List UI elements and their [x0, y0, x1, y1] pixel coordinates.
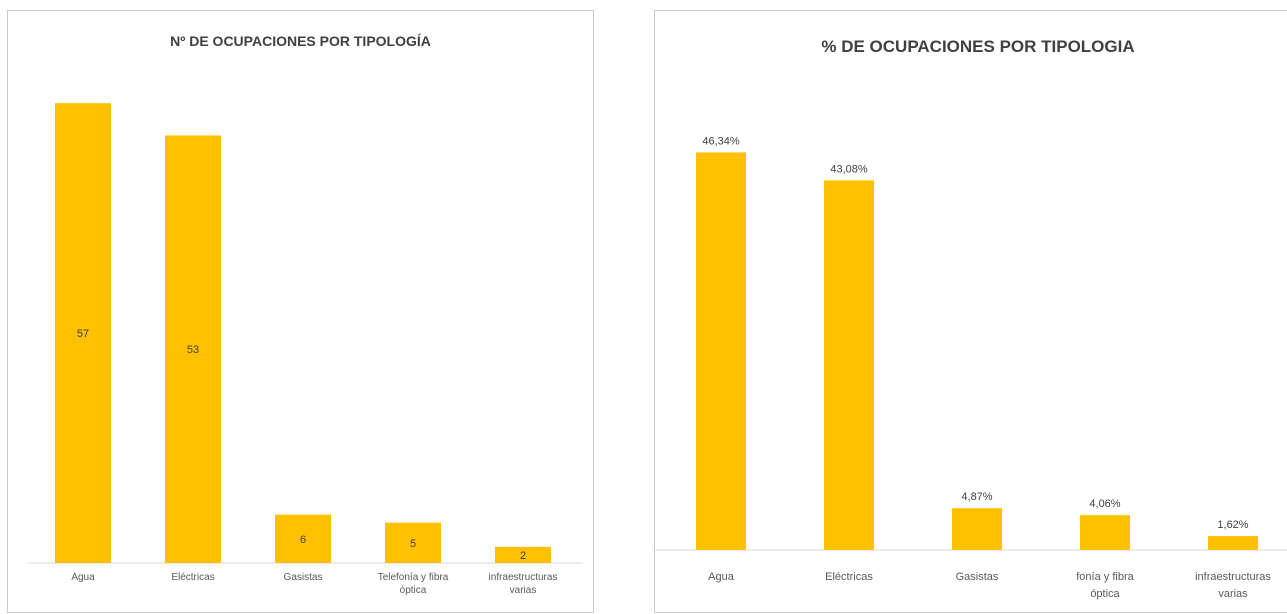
bar-plot: 46,34% Agua 43,08% Eléctricas 4,87% Gasistas 4… — [655, 135, 1287, 600]
bar-plot: 57 Agua 53 Eléctricas 6 Gasistas 5 Telefonía y … — [28, 103, 583, 596]
data-label: 4,87% — [961, 491, 992, 503]
category-label: óptica — [400, 585, 427, 596]
bar — [495, 546, 551, 563]
category-label: Eléctricas — [171, 572, 214, 583]
data-label: 5 — [410, 538, 416, 550]
bar — [824, 180, 874, 550]
data-label: 2 — [520, 550, 526, 562]
data-label: 57 — [77, 328, 89, 340]
data-label: 43,08% — [830, 163, 868, 175]
data-label: 6 — [300, 534, 306, 546]
category-label: infraestructuras — [1195, 571, 1271, 583]
bar — [696, 152, 746, 550]
category-label: varias — [510, 585, 537, 596]
category-label: Gasistas — [284, 572, 323, 583]
bar — [385, 522, 441, 563]
data-label: 1,62% — [1217, 519, 1248, 531]
bar — [1208, 536, 1258, 550]
bar — [952, 508, 1002, 550]
chart-title: % DE OCUPACIONES POR TIPOLOGIA — [821, 37, 1135, 56]
bar — [275, 514, 331, 563]
chart-title: Nº DE OCUPACIONES POR TIPOLOGÍA — [170, 33, 431, 49]
chart-occupations-count: Nº DE OCUPACIONES POR TIPOLOGÍA 57 Agua 53… — [7, 10, 594, 613]
category-label: varias — [1218, 588, 1248, 600]
category-label: Gasistas — [956, 571, 999, 583]
bar — [1080, 515, 1130, 550]
data-label: 46,34% — [702, 135, 740, 147]
category-label: Agua — [71, 572, 95, 583]
category-label: infraestructuras — [489, 572, 558, 583]
data-label: 4,06% — [1089, 498, 1120, 510]
category-label: óptica — [1090, 588, 1120, 600]
chart-occupations-percent: % DE OCUPACIONES POR TIPOLOGIA 46,34% Agu… — [654, 10, 1287, 613]
category-label: Eléctricas — [825, 571, 873, 583]
bar — [165, 135, 221, 563]
bar — [55, 103, 111, 563]
data-label: 53 — [187, 344, 199, 356]
category-label: fonía y fibra — [1076, 571, 1134, 583]
category-label: Telefonía y fibra — [378, 572, 449, 583]
category-label: Agua — [708, 571, 735, 583]
